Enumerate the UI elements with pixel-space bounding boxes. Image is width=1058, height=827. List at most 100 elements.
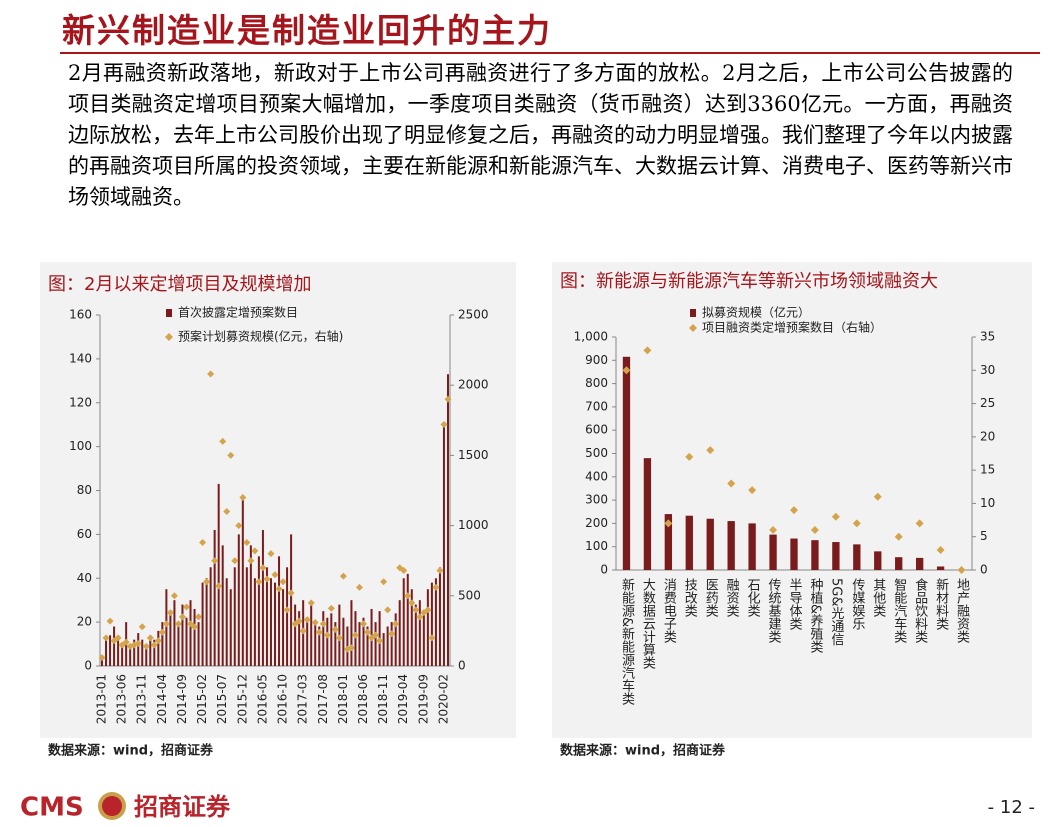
point	[339, 572, 347, 580]
point	[191, 623, 199, 631]
bar	[310, 604, 313, 666]
y-tick-label: 160	[69, 308, 92, 322]
point	[347, 644, 355, 652]
bar	[326, 617, 329, 666]
point	[376, 637, 384, 645]
bar	[915, 557, 924, 570]
x-tick-label: 2016-05	[255, 674, 269, 724]
bar	[129, 644, 132, 666]
x-tick-label: 2013-01	[95, 674, 109, 724]
y-tick-label: 20	[77, 615, 92, 629]
bar	[895, 557, 903, 570]
chart-title: 图：新能源与新能源汽车等新兴市场领域融资大	[560, 271, 938, 292]
bar	[422, 611, 425, 666]
bar	[936, 566, 945, 570]
point	[166, 609, 174, 617]
point	[247, 557, 255, 565]
bar	[398, 600, 401, 666]
legend-label: 拟募资规模（亿元）	[702, 305, 810, 320]
bar	[853, 544, 861, 570]
bar	[269, 578, 272, 666]
x-tick-label: 融资类	[724, 578, 740, 617]
bar	[402, 578, 405, 666]
point	[219, 437, 227, 445]
point	[400, 567, 408, 575]
bar	[217, 483, 220, 666]
point	[271, 571, 279, 579]
bar	[185, 617, 188, 666]
legend-label: 项目融资类定增预案数目（右轴）	[702, 320, 882, 335]
x-tick-label: 5G&光通信	[828, 578, 844, 646]
point	[440, 421, 448, 429]
bar	[157, 630, 160, 666]
legend-label: 预案计划募资规模(亿元，右轴)	[178, 329, 343, 344]
y-tick-label: 600	[585, 423, 608, 437]
point	[154, 637, 162, 645]
chart-title: 图：2月以来定增项目及规模增加	[48, 274, 311, 295]
y-tick-label: 40	[77, 571, 92, 585]
point	[384, 606, 392, 614]
point	[102, 634, 110, 642]
point	[122, 638, 130, 646]
point	[315, 628, 323, 636]
x-tick-label: 2019-09	[416, 674, 430, 724]
point	[852, 519, 861, 528]
bar	[137, 633, 140, 666]
bar	[446, 374, 449, 666]
bar	[181, 604, 184, 666]
point	[323, 631, 331, 639]
bar	[113, 626, 116, 666]
point	[287, 589, 295, 597]
point	[351, 631, 359, 639]
bar	[286, 567, 289, 666]
x-tick-label: 2015-07	[215, 674, 229, 724]
point	[957, 566, 966, 574]
x-tick-label: 石化类	[745, 578, 761, 617]
bar	[426, 589, 429, 666]
bar	[253, 578, 256, 666]
point	[158, 628, 166, 636]
bar	[121, 644, 124, 666]
x-tick-label: 2015-12	[235, 674, 249, 724]
point	[327, 604, 335, 612]
legend-marker	[165, 333, 173, 341]
bar	[169, 611, 172, 666]
legend-marker	[166, 309, 172, 317]
x-tick-label: 大数据云计算类	[640, 578, 656, 669]
bar	[366, 626, 369, 666]
x-tick-label: 2020-02	[436, 674, 450, 724]
page-title: 新兴制造业是制造业回升的主力	[62, 11, 552, 50]
bar	[410, 589, 413, 666]
point	[894, 532, 903, 541]
bar	[382, 633, 385, 666]
bar	[769, 534, 777, 570]
y2-tick-label: 30	[980, 363, 995, 377]
bar	[249, 545, 252, 666]
bar	[314, 622, 317, 666]
point	[279, 578, 287, 586]
x-tick-label: 2016-10	[276, 674, 290, 724]
point	[174, 620, 182, 628]
bar	[173, 600, 176, 666]
legend-label: 首次披露定增预案数目	[178, 305, 298, 320]
bar	[394, 613, 397, 666]
bar	[225, 578, 228, 666]
bar	[706, 518, 714, 570]
x-tick-label: 2017-08	[316, 674, 330, 724]
bar	[149, 635, 152, 666]
point	[424, 606, 432, 614]
bar	[229, 589, 232, 666]
bar	[362, 617, 365, 666]
point	[810, 526, 819, 535]
y2-tick-label: 2500	[458, 308, 489, 322]
point	[106, 617, 114, 625]
point	[170, 592, 178, 600]
point	[432, 583, 440, 591]
point	[436, 567, 444, 575]
point	[299, 627, 307, 635]
point	[267, 550, 275, 558]
x-tick-label: 食品饮料类	[912, 577, 928, 643]
y-tick-label: 800	[585, 376, 608, 390]
x-tick-label: 2018-01	[336, 674, 350, 724]
point	[227, 451, 235, 459]
